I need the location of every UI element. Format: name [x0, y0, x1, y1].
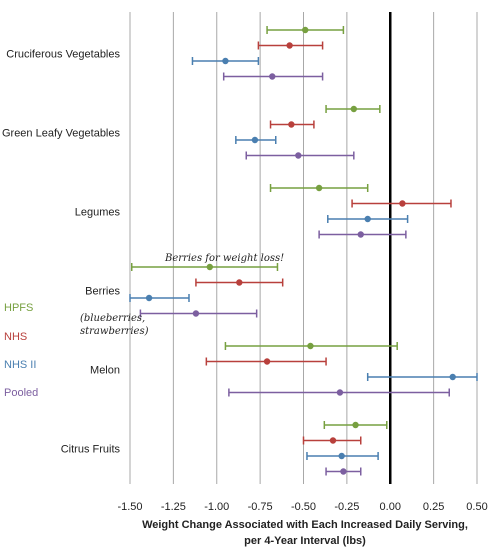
point-hpfs-melon: [307, 342, 314, 350]
point-nhs-ii-cruciferous-vegetables: [222, 57, 229, 65]
x-tick-label-0-50: 0.50: [466, 501, 487, 513]
x-tick-label-1-25: -1.25: [161, 501, 186, 513]
category-label-green-leafy-vegetables: Green Leafy Vegetables: [2, 127, 121, 139]
x-tick-label-1-00: -1.00: [204, 501, 229, 513]
x-tick-label-0-75: -0.75: [248, 501, 273, 513]
x-tick-label-0-25: -0.25: [334, 501, 359, 513]
point-nhs-citrus-fruits: [329, 437, 337, 444]
point-pooled-citrus-fruits: [340, 468, 347, 475]
point-pooled-melon: [336, 389, 344, 396]
berries-detail-line1: (blueberries,: [80, 313, 145, 324]
legend-entry-nhs: NHS: [4, 331, 27, 343]
point-nhs-ii-citrus-fruits: [338, 452, 345, 460]
point-hpfs-citrus-fruits: [352, 421, 359, 429]
x-tick-label-1-50: -1.50: [117, 501, 142, 513]
category-labels: Cruciferous Vegetables Green Leafy Vegeta…: [2, 48, 121, 455]
legend: HPFS NHS NHS II Pooled: [4, 302, 38, 399]
legend-entry-pooled: Pooled: [4, 387, 38, 399]
point-hpfs-legumes: [315, 184, 323, 192]
x-tick-label-0-50: -0.50: [291, 501, 316, 513]
category-label-citrus-fruits: Citrus Fruits: [61, 443, 121, 455]
series-nhs-ii: [129, 57, 478, 460]
point-pooled-green-leafy-vegetables: [295, 152, 302, 159]
series-layer: [129, 26, 478, 476]
point-nhs-berries: [236, 279, 243, 286]
category-label-melon: Melon: [90, 364, 120, 376]
series-hpfs: [130, 26, 398, 429]
point-nhs-melon: [263, 358, 271, 365]
x-tick-labels: -1.50 -1.25 -1.00 -0.75 -0.50 -0.25 0.00 0.25 0.…: [117, 501, 487, 513]
series-pooled: [139, 72, 450, 476]
point-pooled-legumes: [357, 231, 364, 238]
point-hpfs-cruciferous-vegetables: [302, 26, 309, 34]
berries-annotation: Berries for weight loss!: [164, 253, 284, 264]
point-nhs-ii-berries: [145, 294, 153, 302]
legend-entry-hpfs: HPFS: [4, 302, 33, 314]
point-pooled-berries: [192, 310, 200, 317]
x-axis-title-line2: per 4-Year Interval (lbs): [244, 535, 366, 547]
point-hpfs-berries: [206, 263, 214, 271]
x-tick-label-0-00: 0.00: [380, 501, 401, 513]
berries-detail-line2: strawberries): [80, 326, 149, 337]
series-nhs: [195, 41, 452, 445]
point-nhs-ii-legumes: [364, 215, 371, 223]
point-nhs-ii-melon: [449, 373, 456, 381]
category-label-berries: Berries: [85, 285, 120, 297]
point-nhs-ii-green-leafy-vegetables: [251, 136, 259, 144]
point-nhs-cruciferous-vegetables: [286, 42, 293, 49]
point-nhs-green-leafy-vegetables: [288, 121, 295, 128]
category-label-legumes: Legumes: [75, 206, 121, 218]
point-nhs-legumes: [399, 200, 406, 207]
x-tick-label-0-25: 0.25: [423, 501, 444, 513]
point-hpfs-green-leafy-vegetables: [350, 105, 358, 113]
point-pooled-cruciferous-vegetables: [269, 73, 276, 80]
category-label-cruciferous-vegetables: Cruciferous Vegetables: [6, 48, 120, 60]
x-axis-title-line1: Weight Change Associated with Each Incre…: [142, 519, 468, 531]
legend-entry-nhs-ii: NHS II: [4, 359, 36, 371]
